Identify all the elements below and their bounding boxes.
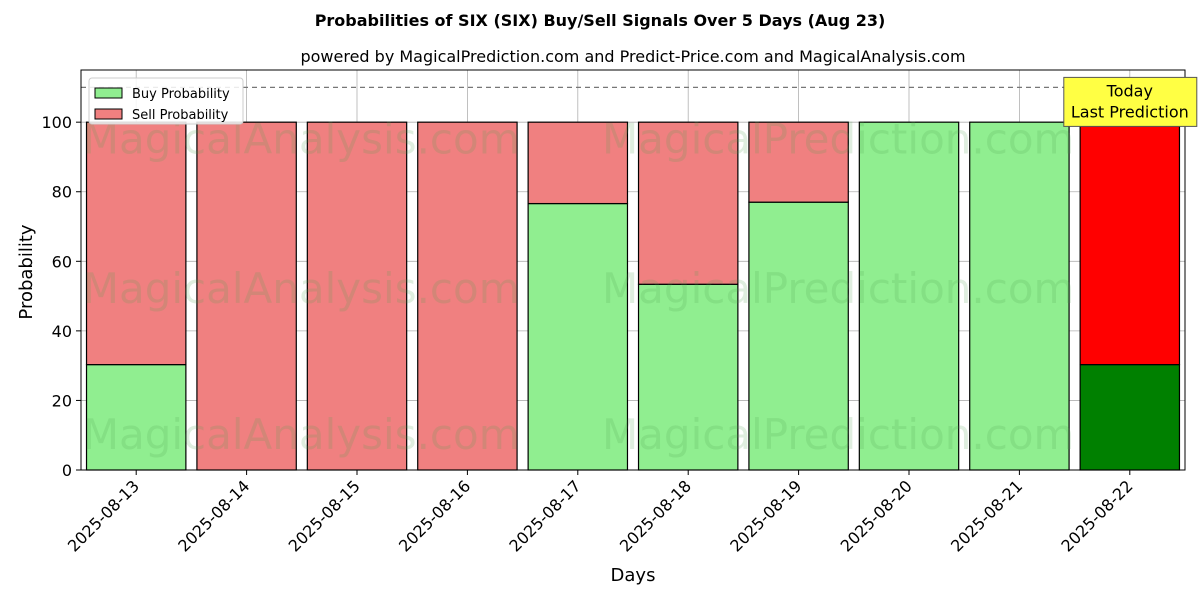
x-tick-label: 2025-08-18	[616, 476, 695, 555]
buy-bar	[527, 202, 629, 471]
x-tick-label: 2025-08-19	[726, 476, 805, 555]
buy-bar	[969, 121, 1070, 471]
buy-bar	[858, 121, 960, 471]
today-annotation-box	[1063, 76, 1198, 127]
x-tick-label: 2025-08-21	[947, 476, 1026, 555]
legend: Buy Probability Sell Probability	[88, 77, 244, 125]
legend-box	[88, 77, 244, 125]
chart-title: Probabilities of SIX (SIX) Buy/Sell Sign…	[315, 11, 886, 30]
legend-swatch	[94, 108, 123, 120]
bars-layer	[81, 86, 1185, 471]
watermark-layer: MagicalAnalysis.com MagicalPrediction.com…	[83, 114, 1075, 459]
watermark-text: MagicalAnalysis.com	[83, 264, 520, 313]
legend-label: Sell Probability	[132, 108, 229, 123]
watermark-text: MagicalPrediction.com	[602, 264, 1075, 313]
today-annotation: Today Last Prediction	[1063, 76, 1198, 127]
x-tick-label: 2025-08-20	[837, 476, 916, 555]
watermark-text: MagicalAnalysis.com	[83, 410, 520, 459]
x-tick-label: 2025-08-22	[1057, 476, 1136, 555]
y-tick-label: 0	[62, 461, 72, 480]
x-tick-label: 2025-08-17	[505, 476, 584, 555]
sell-bar	[306, 121, 408, 471]
watermark-text: MagicalPrediction.com	[602, 114, 1075, 163]
legend-label: Buy Probability	[132, 87, 230, 102]
buy-bar	[748, 201, 849, 471]
x-tick-label: 2025-08-15	[285, 476, 364, 555]
x-tick-label: 2025-08-14	[174, 476, 253, 555]
x-axis-label: Days	[611, 565, 656, 586]
y-tick-label: 40	[52, 322, 72, 341]
y-tick-label: 100	[41, 113, 72, 132]
buy-bar	[85, 364, 187, 471]
x-tick-label: 2025-08-16	[395, 476, 474, 555]
sell-bar	[527, 121, 629, 205]
x-tick-label: 2025-08-13	[64, 476, 143, 555]
legend-swatch	[94, 87, 123, 99]
y-tick-label: 60	[52, 252, 72, 271]
plot-frame	[80, 69, 1186, 471]
sell-bar	[417, 121, 518, 471]
today-annotation-text: Last Prediction	[1071, 102, 1189, 121]
sell-bar	[748, 121, 849, 203]
buy-bar	[1079, 364, 1181, 471]
watermark-text: MagicalPrediction.com	[602, 410, 1075, 459]
y-axis-label: Probability	[16, 224, 37, 319]
chart-subtitle: powered by MagicalPrediction.com and Pre…	[300, 47, 965, 66]
today-annotation-text: Today	[1106, 81, 1153, 100]
sell-bar	[85, 121, 187, 366]
y-tick-label: 80	[52, 183, 72, 202]
sell-bar	[1079, 121, 1181, 366]
y-tick-label: 20	[52, 391, 72, 410]
sell-bar	[637, 121, 739, 285]
